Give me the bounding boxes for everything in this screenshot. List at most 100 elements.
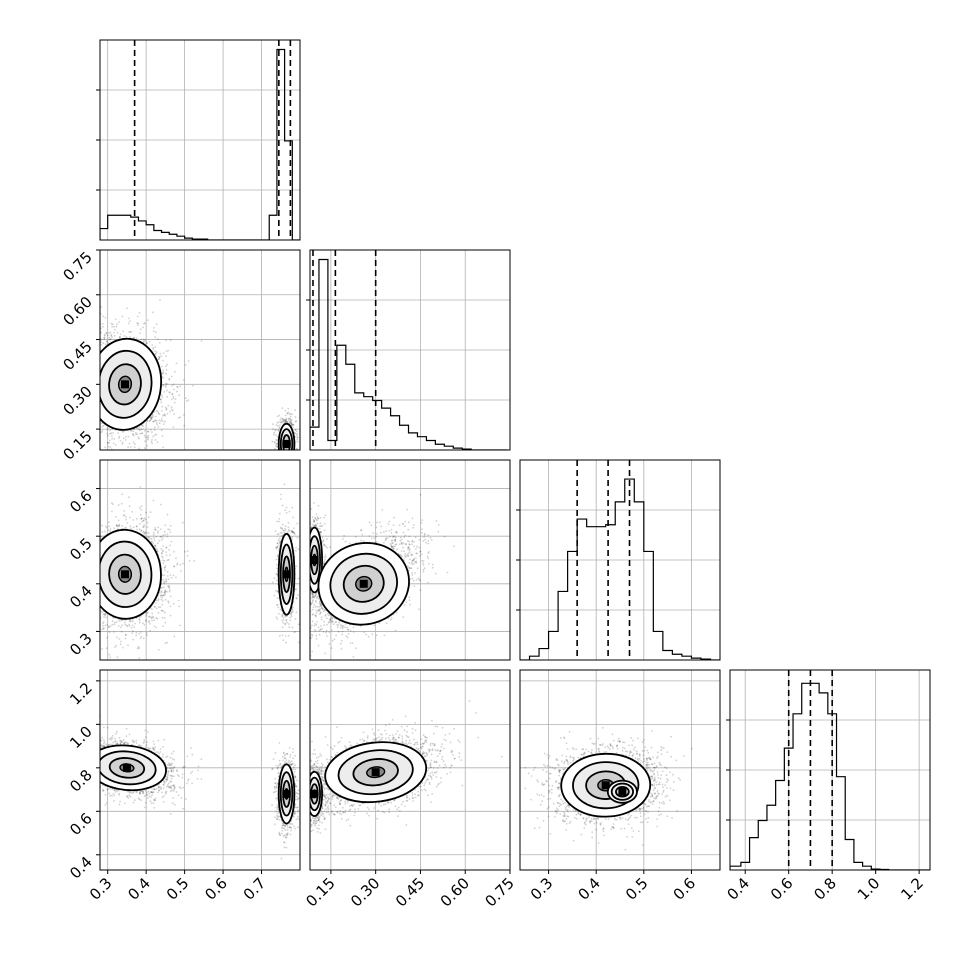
sample-point bbox=[150, 440, 153, 443]
sample-point bbox=[86, 377, 88, 379]
sample-point bbox=[127, 446, 130, 449]
sample-point bbox=[97, 371, 99, 373]
sample-point bbox=[277, 461, 279, 463]
sample-point bbox=[283, 454, 285, 456]
sample-point bbox=[94, 554, 96, 556]
sample-point bbox=[140, 505, 143, 508]
sample-point bbox=[113, 527, 116, 530]
sample-point bbox=[100, 338, 103, 341]
sample-point bbox=[172, 574, 175, 577]
sample-point bbox=[117, 504, 120, 506]
sample-point bbox=[154, 346, 157, 348]
sample-point bbox=[97, 364, 99, 366]
sample-point bbox=[165, 408, 168, 411]
sample-point bbox=[168, 377, 171, 380]
sample-point bbox=[109, 331, 112, 334]
sample-point bbox=[139, 432, 142, 435]
sample-point bbox=[125, 436, 127, 438]
sample-point bbox=[138, 429, 141, 432]
sample-point bbox=[91, 576, 93, 578]
sample-point bbox=[282, 455, 284, 457]
sample-point bbox=[166, 513, 169, 516]
sample-point bbox=[172, 397, 175, 399]
sample-point bbox=[81, 418, 83, 420]
sample-point bbox=[111, 623, 114, 626]
sample-point bbox=[91, 539, 93, 541]
sample-point bbox=[96, 396, 98, 398]
sample-point bbox=[97, 359, 99, 361]
sample-point bbox=[133, 443, 136, 446]
sample-point bbox=[73, 378, 75, 380]
sample-point bbox=[92, 337, 94, 339]
sample-point bbox=[286, 463, 288, 465]
sample-point bbox=[128, 625, 131, 627]
sample-point bbox=[93, 565, 95, 567]
sample-point bbox=[283, 468, 285, 470]
sample-point bbox=[122, 646, 124, 649]
sample-point bbox=[295, 452, 297, 454]
sample-point bbox=[288, 455, 290, 457]
sample-point bbox=[287, 450, 289, 452]
sample-point bbox=[139, 486, 142, 488]
sample-point bbox=[91, 359, 93, 361]
histogram-step-3 bbox=[730, 682, 930, 870]
sample-point bbox=[283, 451, 285, 453]
sample-point bbox=[157, 606, 160, 608]
sample-point bbox=[90, 340, 92, 342]
sample-point bbox=[98, 547, 100, 549]
sample-point bbox=[287, 461, 289, 463]
sample-point bbox=[111, 503, 114, 505]
sample-point bbox=[282, 461, 284, 463]
sample-point bbox=[96, 395, 98, 397]
sample-point bbox=[97, 571, 99, 573]
sample-point bbox=[97, 524, 99, 526]
sample-point bbox=[95, 373, 97, 375]
sample-point bbox=[92, 379, 94, 381]
sample-point bbox=[294, 416, 297, 419]
sample-point bbox=[101, 531, 104, 533]
sample-point bbox=[146, 664, 148, 666]
sample-point bbox=[288, 461, 290, 463]
sample-point bbox=[105, 340, 108, 343]
sample-point bbox=[97, 591, 99, 593]
sample-point bbox=[107, 441, 109, 444]
sample-point bbox=[162, 545, 165, 547]
sample-point bbox=[119, 333, 122, 336]
sample-point bbox=[97, 575, 99, 577]
sample-point bbox=[67, 419, 69, 421]
sample-point bbox=[70, 343, 72, 345]
sample-point bbox=[93, 575, 95, 577]
sample-point bbox=[272, 428, 274, 431]
sample-point bbox=[95, 355, 97, 357]
sample-point bbox=[90, 387, 92, 389]
sample-point bbox=[289, 461, 291, 463]
sample-point bbox=[164, 365, 167, 368]
sample-point bbox=[140, 428, 143, 431]
sample-point bbox=[161, 396, 164, 399]
sample-point bbox=[280, 451, 282, 453]
sample-point bbox=[96, 392, 98, 394]
sample-point bbox=[159, 535, 162, 538]
sample-point bbox=[283, 450, 285, 452]
sample-point bbox=[280, 463, 282, 465]
sample-point bbox=[286, 421, 289, 423]
sample-point bbox=[96, 371, 98, 373]
sample-point bbox=[96, 343, 98, 345]
sample-point bbox=[284, 455, 286, 457]
sample-point bbox=[289, 463, 291, 465]
histogram-step-2 bbox=[520, 478, 720, 660]
sample-point bbox=[276, 439, 278, 442]
sample-point bbox=[160, 417, 163, 420]
sample-point bbox=[158, 419, 161, 422]
sample-point bbox=[94, 357, 96, 359]
sample-point bbox=[182, 414, 185, 416]
sample-point bbox=[283, 421, 286, 424]
sample-point bbox=[279, 451, 281, 453]
sample-point bbox=[92, 557, 94, 559]
sample-point bbox=[161, 410, 163, 412]
sample-point bbox=[116, 323, 118, 326]
sample-point bbox=[89, 582, 91, 584]
sample-point bbox=[167, 578, 170, 581]
sample-point bbox=[96, 560, 98, 562]
sample-point bbox=[94, 417, 96, 419]
